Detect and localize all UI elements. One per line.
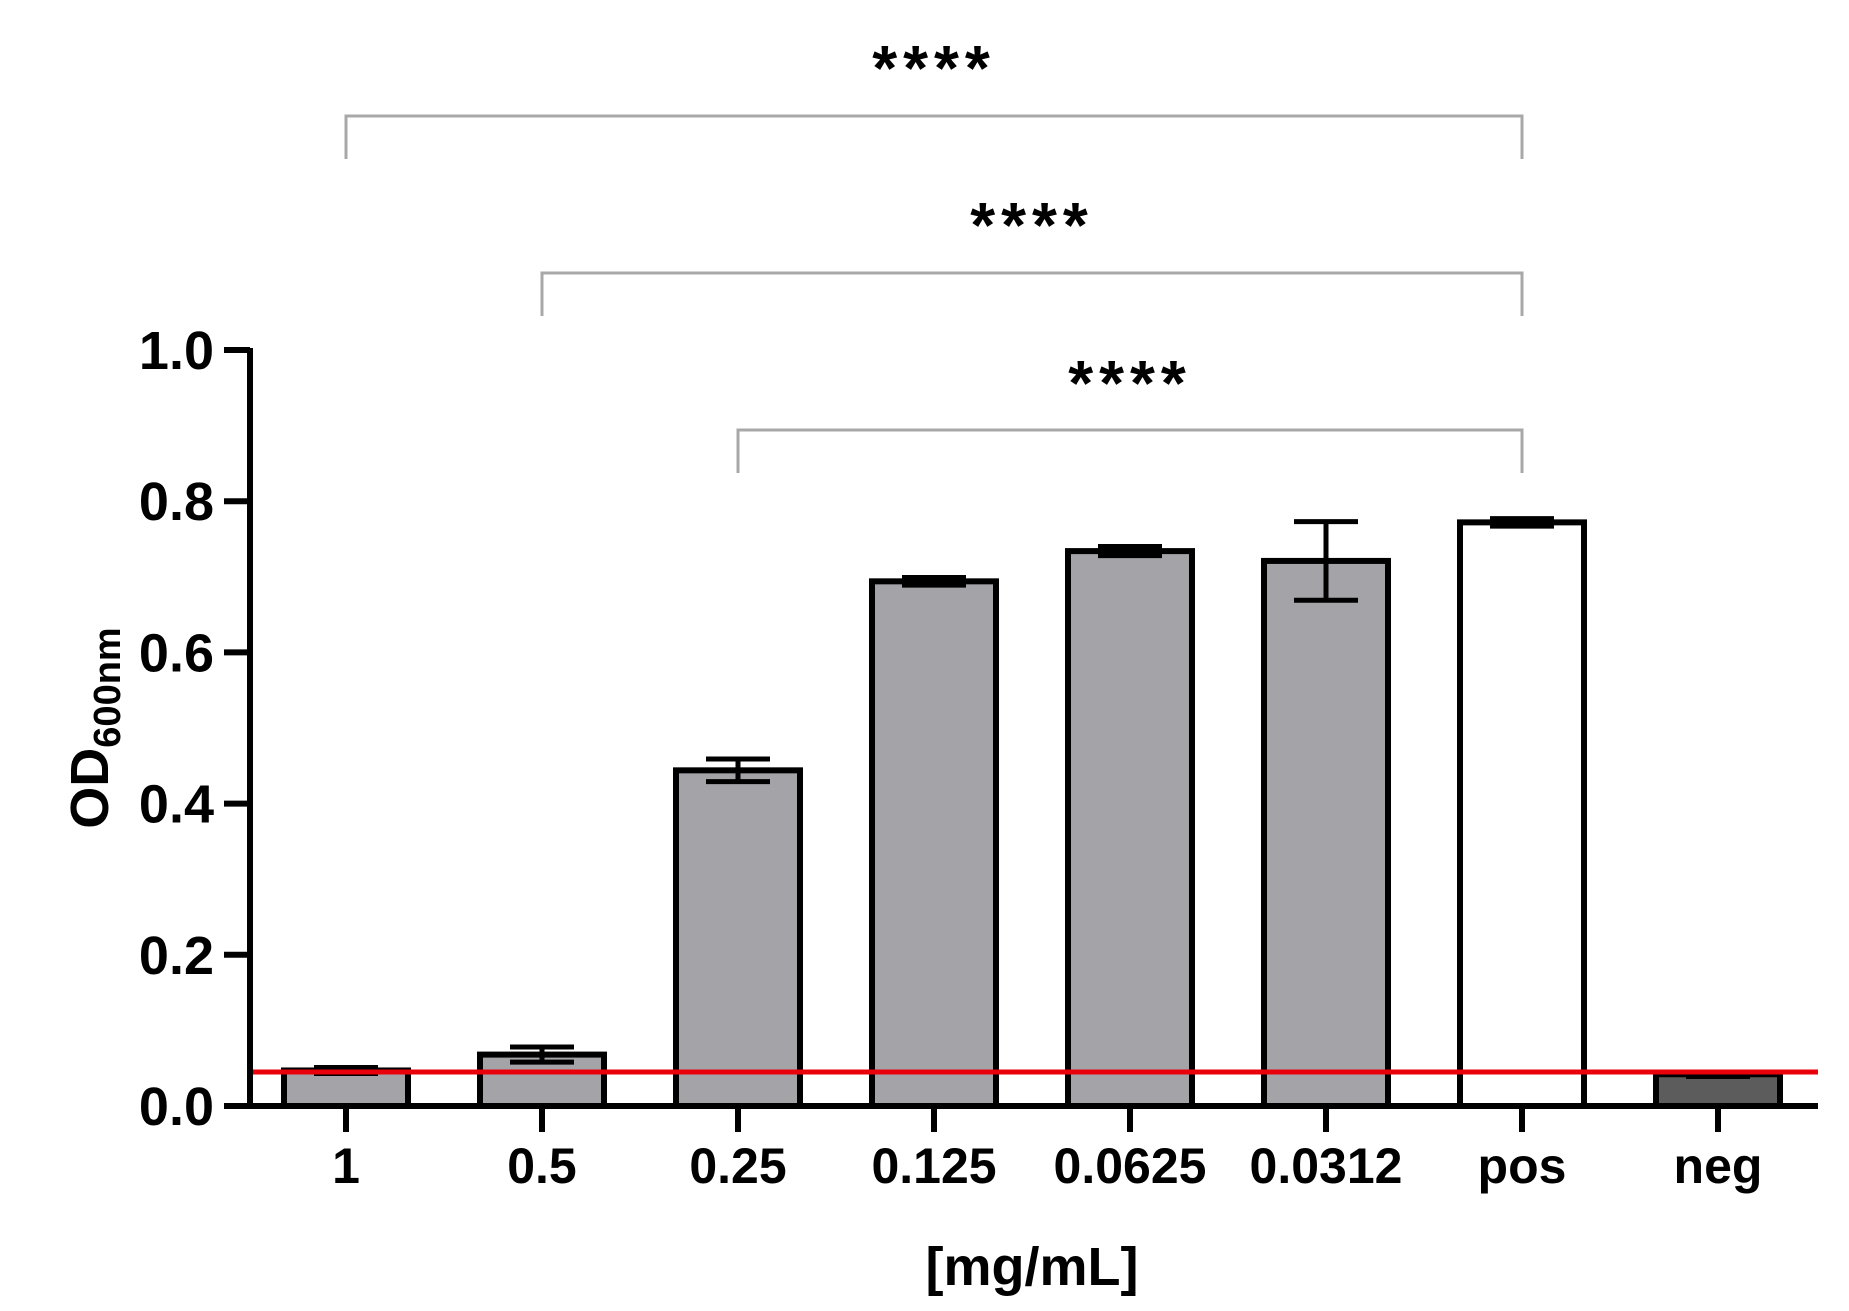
y-tick-label-2: 0.4 <box>139 775 214 835</box>
bar-2 <box>673 767 803 1109</box>
x-tick-label-2: 0.25 <box>689 1138 786 1194</box>
y-tick-label-3: 0.6 <box>139 623 214 683</box>
axes: 0.0 0.2 0.4 0.6 0.8 1.0 1 0.5 0.25 0.125 0.0625 0.0… <box>139 321 1818 1194</box>
bar-3 <box>869 578 999 1109</box>
x-tick-label-3: 0.125 <box>871 1138 996 1194</box>
x-tick-label-7: neg <box>1674 1138 1763 1194</box>
x-tick-label-6: pos <box>1478 1138 1567 1194</box>
comparison-label-1: **** <box>970 189 1094 261</box>
bars <box>281 519 1783 1110</box>
y-tick-label-4: 0.8 <box>139 472 214 532</box>
comparison-bracket-1 <box>540 271 1524 316</box>
y-tick-label-1: 0.2 <box>139 926 214 986</box>
y-tick-label-0: 0.0 <box>139 1077 214 1137</box>
comparison-label-0: **** <box>872 32 996 104</box>
comparison-bracket-2 <box>736 428 1524 473</box>
y-tick-label-5: 1.0 <box>139 321 214 381</box>
x-tick-label-0: 1 <box>332 1138 360 1194</box>
comparison-label-2: **** <box>1068 347 1192 419</box>
bar-5 <box>1261 557 1391 1109</box>
y-axis-title-sub: 600nm <box>87 627 129 747</box>
bar-6 <box>1457 519 1587 1109</box>
significance-brackets: **** **** **** <box>344 32 1524 473</box>
comparison-bracket-0 <box>344 114 1524 159</box>
x-tick-label-1: 0.5 <box>507 1138 577 1194</box>
bar-4 <box>1065 548 1195 1109</box>
x-tick-label-4: 0.0625 <box>1054 1138 1207 1194</box>
y-axis-title-main: OD <box>60 748 120 829</box>
x-axis-title: [mg/mL] <box>926 1237 1139 1297</box>
y-axis-title: OD600nm <box>60 627 129 828</box>
x-tick-label-5: 0.0312 <box>1250 1138 1403 1194</box>
